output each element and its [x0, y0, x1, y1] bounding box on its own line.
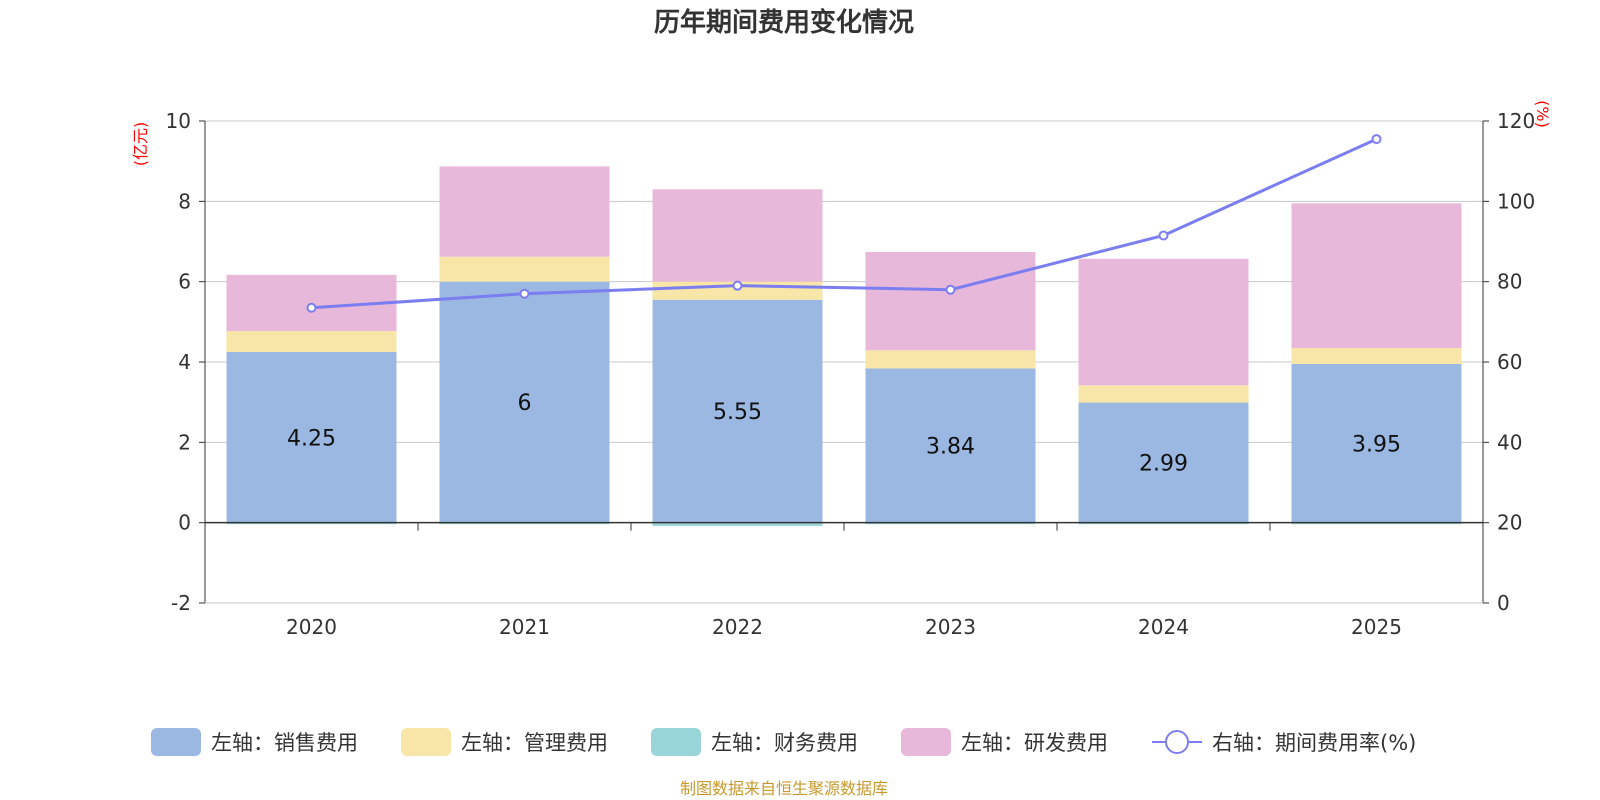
- right-axis-tick-label: 20: [1497, 511, 1522, 535]
- bar-segment: [652, 189, 823, 282]
- chart-title: 历年期间费用变化情况: [654, 7, 914, 38]
- source-note: 制图数据来自恒生聚源数据库: [680, 779, 888, 798]
- bar-segment: [1291, 347, 1462, 365]
- bar-segment: [226, 331, 397, 352]
- left-axis-unit: (亿元): [131, 122, 150, 167]
- left-axis-tick-label: 4: [178, 350, 191, 374]
- left-axis-tick-label: 2: [178, 430, 191, 454]
- bar-data-label: 3.84: [926, 435, 975, 460]
- x-axis-tick-label: 2020: [286, 615, 337, 639]
- bar-data-label: 2.99: [1139, 452, 1188, 477]
- rate-point: [519, 288, 530, 299]
- legend-swatch: [901, 728, 951, 756]
- bar-segment: [1291, 364, 1462, 523]
- bar-segment: [1078, 402, 1249, 523]
- data-labels: 4.25 6 5.55 3.84 2.99 3.95: [287, 391, 1401, 476]
- right-axis-tick-label: 0: [1497, 591, 1510, 615]
- bar-segment: [865, 251, 1036, 351]
- rate-point: [945, 284, 956, 295]
- bar-segment: [1291, 203, 1462, 348]
- legend-swatch: [401, 728, 451, 756]
- bar-segment: [226, 351, 397, 523]
- bar-segment: [652, 299, 823, 523]
- rate-point: [1371, 134, 1382, 145]
- rate-line-series: [306, 134, 1382, 313]
- legend-label: 左轴：销售费用: [211, 731, 358, 755]
- bar-segment: [1078, 258, 1249, 386]
- legend-swatch: [651, 728, 701, 756]
- right-axis-tick-label: 60: [1497, 350, 1522, 374]
- x-axis-tick-label: 2022: [712, 615, 763, 639]
- bar-data-label: 6: [518, 391, 532, 416]
- bar-segment: [439, 256, 610, 282]
- legend-label: 左轴：管理费用: [461, 731, 608, 755]
- bar-segment: [652, 522, 823, 526]
- legend-marker-icon: [1165, 730, 1189, 754]
- legend[interactable]: 左轴：销售费用 左轴：管理费用 左轴：财务费用 左轴：研发费用 右轴：期间费用率(%): [151, 728, 1416, 756]
- x-axis-tick-label: 2023: [925, 615, 976, 639]
- left-axis-tick-label: 8: [178, 189, 191, 213]
- left-axis-tick-label: 10: [166, 109, 191, 133]
- bar-data-label: 4.25: [287, 426, 336, 451]
- rate-point: [1158, 230, 1169, 241]
- right-axis-tick-label: 120: [1497, 109, 1535, 133]
- bar-series: [226, 166, 1462, 526]
- x-axis-tick-label: 2024: [1138, 615, 1189, 639]
- bar-segment: [865, 350, 1036, 369]
- rate-point: [306, 302, 317, 313]
- right-axis-unit: (%): [1533, 100, 1552, 128]
- rate-point: [732, 280, 743, 291]
- left-axis-tick-label: 0: [178, 511, 191, 535]
- right-axis-tick-label: 80: [1497, 270, 1522, 294]
- legend-label: 左轴：研发费用: [961, 731, 1108, 755]
- bar-data-label: 3.95: [1352, 432, 1401, 457]
- bar-segment: [439, 166, 610, 257]
- bar-data-label: 5.55: [713, 400, 762, 425]
- legend-label: 右轴：期间费用率(%): [1212, 731, 1416, 755]
- rate-line: [311, 137, 1378, 310]
- right-axis-tick-label: 40: [1497, 430, 1522, 454]
- x-axis-tick-label: 2025: [1351, 615, 1402, 639]
- bar-segment: [865, 368, 1036, 523]
- right-axis-tick-label: 100: [1497, 189, 1535, 213]
- bar-segment: [439, 281, 610, 523]
- x-axis-tick-label: 2021: [499, 615, 550, 639]
- legend-swatch: [151, 728, 201, 756]
- gridlines: [205, 120, 1483, 604]
- left-axis-tick-label: 6: [178, 270, 191, 294]
- left-axis-tick-label: -2: [171, 591, 191, 615]
- bar-segment: [1078, 385, 1249, 403]
- legend-label: 左轴：财务费用: [711, 731, 858, 755]
